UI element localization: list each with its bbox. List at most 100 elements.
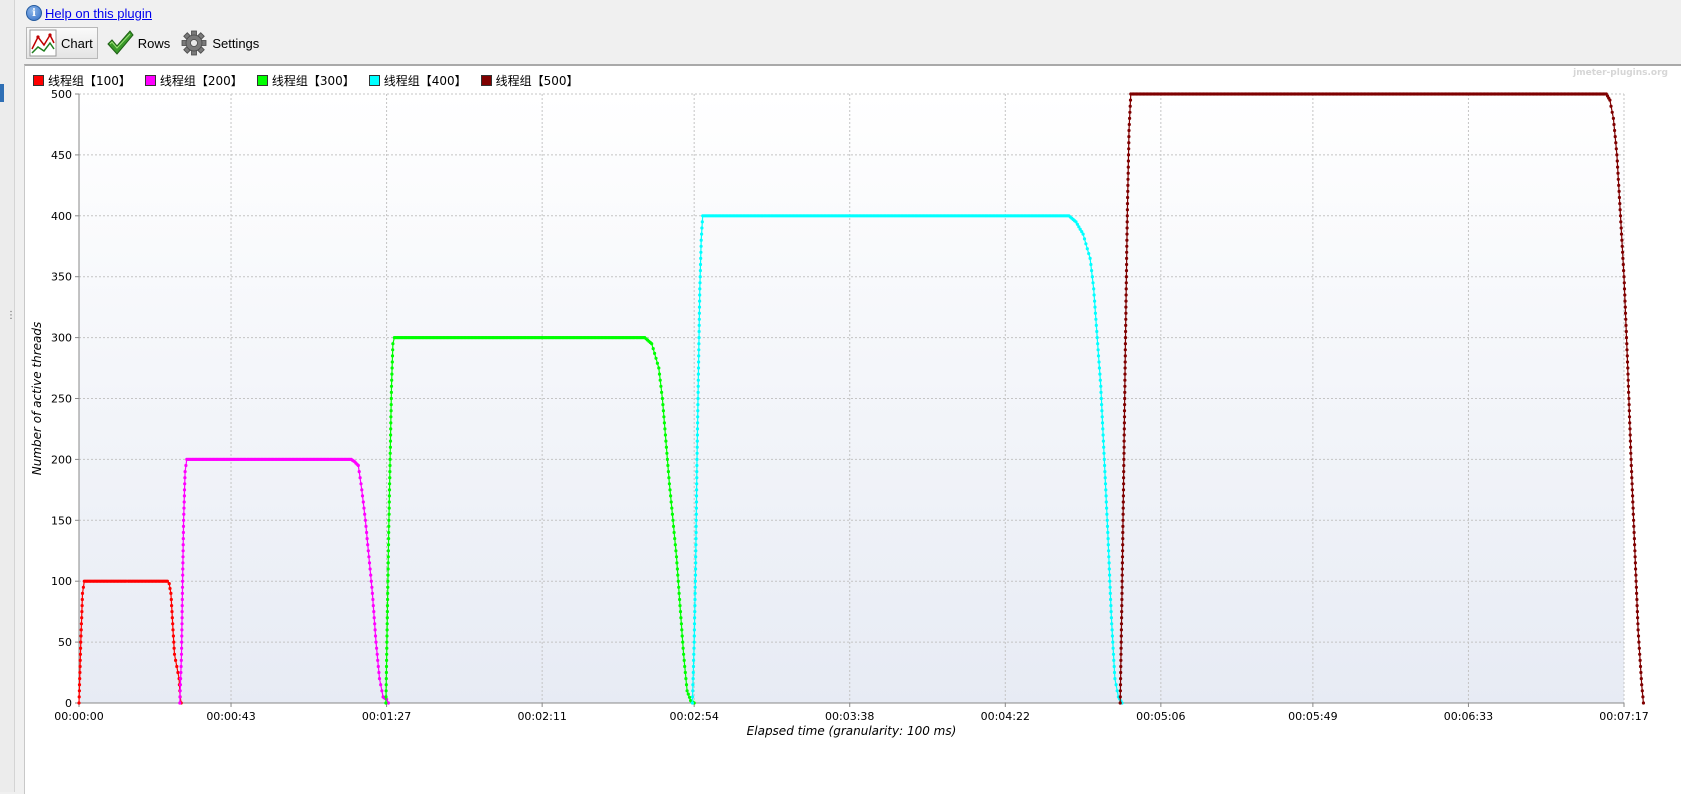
data-point — [1124, 275, 1128, 279]
data-point — [387, 500, 391, 504]
data-point — [1098, 372, 1102, 376]
data-point — [390, 378, 394, 382]
data-point — [388, 476, 392, 480]
legend-label: 线程组【500】 — [495, 73, 579, 88]
y-tick-label: 50 — [58, 636, 72, 649]
data-point — [387, 506, 391, 510]
data-point — [1118, 689, 1122, 693]
x-tick-label: 00:03:38 — [825, 710, 874, 723]
data-point — [694, 518, 698, 522]
data-point — [171, 622, 175, 626]
data-point — [698, 287, 702, 291]
data-point — [181, 573, 185, 577]
data-point — [695, 476, 699, 480]
data-point — [692, 640, 696, 644]
data-point — [384, 695, 388, 699]
data-point — [685, 689, 689, 693]
data-point — [1126, 183, 1130, 187]
legend-item: 线程组【300】 — [256, 72, 355, 89]
x-tick-label: 00:05:49 — [1288, 710, 1337, 723]
grid-lines — [78, 93, 1625, 704]
data-point — [1122, 476, 1126, 480]
data-point — [172, 640, 176, 644]
y-tick-label: 350 — [51, 271, 72, 284]
data-point — [680, 628, 684, 632]
data-point — [1634, 573, 1638, 577]
data-point — [182, 494, 186, 498]
data-point — [165, 579, 169, 583]
data-point — [698, 262, 703, 267]
data-point — [78, 677, 82, 681]
data-point — [697, 329, 701, 334]
data-point — [391, 342, 395, 346]
data-point — [1084, 242, 1088, 246]
data-point — [695, 445, 699, 449]
data-point — [180, 597, 184, 602]
data-point — [698, 299, 702, 303]
data-point — [1627, 409, 1631, 413]
data-point — [677, 585, 681, 589]
data-point — [1108, 585, 1112, 589]
left-dock-strip: ⋮ — [0, 0, 16, 792]
data-point — [691, 695, 695, 699]
data-point — [1128, 98, 1133, 102]
threads-chart: 0 50 100 150 200 250 300 350 400 450 500 00:00:00 00… — [30, 88, 1649, 738]
data-point — [662, 415, 666, 419]
x-tick-label: 00:04:22 — [981, 710, 1030, 723]
data-point — [388, 463, 392, 468]
chart-tab-button[interactable]: Chart — [26, 27, 98, 59]
data-point — [376, 658, 380, 663]
info-icon: i — [26, 5, 42, 21]
help-link[interactable]: Help on this plugin — [45, 5, 152, 21]
data-point — [676, 573, 680, 577]
data-point — [1620, 238, 1624, 242]
data-point — [377, 677, 382, 681]
data-point — [1631, 494, 1635, 498]
data-point — [181, 537, 185, 541]
data-point — [1122, 439, 1126, 443]
data-point — [1100, 421, 1105, 425]
data-point — [184, 463, 188, 468]
data-point — [385, 652, 389, 656]
data-point — [1126, 171, 1130, 175]
data-point — [373, 628, 377, 632]
data-point — [694, 555, 698, 559]
data-point — [1114, 683, 1118, 687]
data-point — [169, 591, 173, 596]
settings-tab-label: Settings — [212, 35, 260, 51]
data-point — [386, 549, 390, 553]
data-point — [357, 470, 361, 474]
data-point — [178, 695, 182, 699]
data-point — [667, 482, 672, 486]
data-point — [179, 658, 183, 663]
data-point — [692, 628, 697, 632]
data-point — [654, 356, 658, 360]
data-point — [684, 677, 688, 681]
data-point — [1122, 415, 1127, 419]
data-point — [385, 622, 389, 626]
data-point — [695, 488, 699, 492]
settings-tab-button[interactable]: Settings — [178, 28, 261, 58]
data-point — [1636, 634, 1641, 638]
data-point — [1629, 457, 1633, 461]
data-point — [1128, 104, 1132, 108]
data-point — [653, 351, 657, 355]
data-point — [694, 543, 698, 547]
data-point — [677, 591, 681, 596]
data-point — [691, 670, 695, 675]
splitter-grip[interactable]: ⋮ — [6, 310, 16, 321]
data-point — [1124, 329, 1128, 334]
data-point — [1081, 232, 1085, 236]
data-point — [1618, 208, 1622, 212]
data-point — [182, 506, 186, 510]
data-point — [1120, 610, 1124, 614]
data-point — [1121, 518, 1125, 522]
data-point — [172, 646, 176, 650]
legend-item: 线程组【500】 — [480, 72, 579, 89]
checkmark-icon — [107, 30, 134, 55]
data-point — [1636, 622, 1640, 626]
rows-tab-button[interactable]: Rows — [104, 28, 173, 58]
data-point — [658, 378, 662, 382]
data-point — [1080, 230, 1084, 234]
data-point — [171, 634, 175, 638]
